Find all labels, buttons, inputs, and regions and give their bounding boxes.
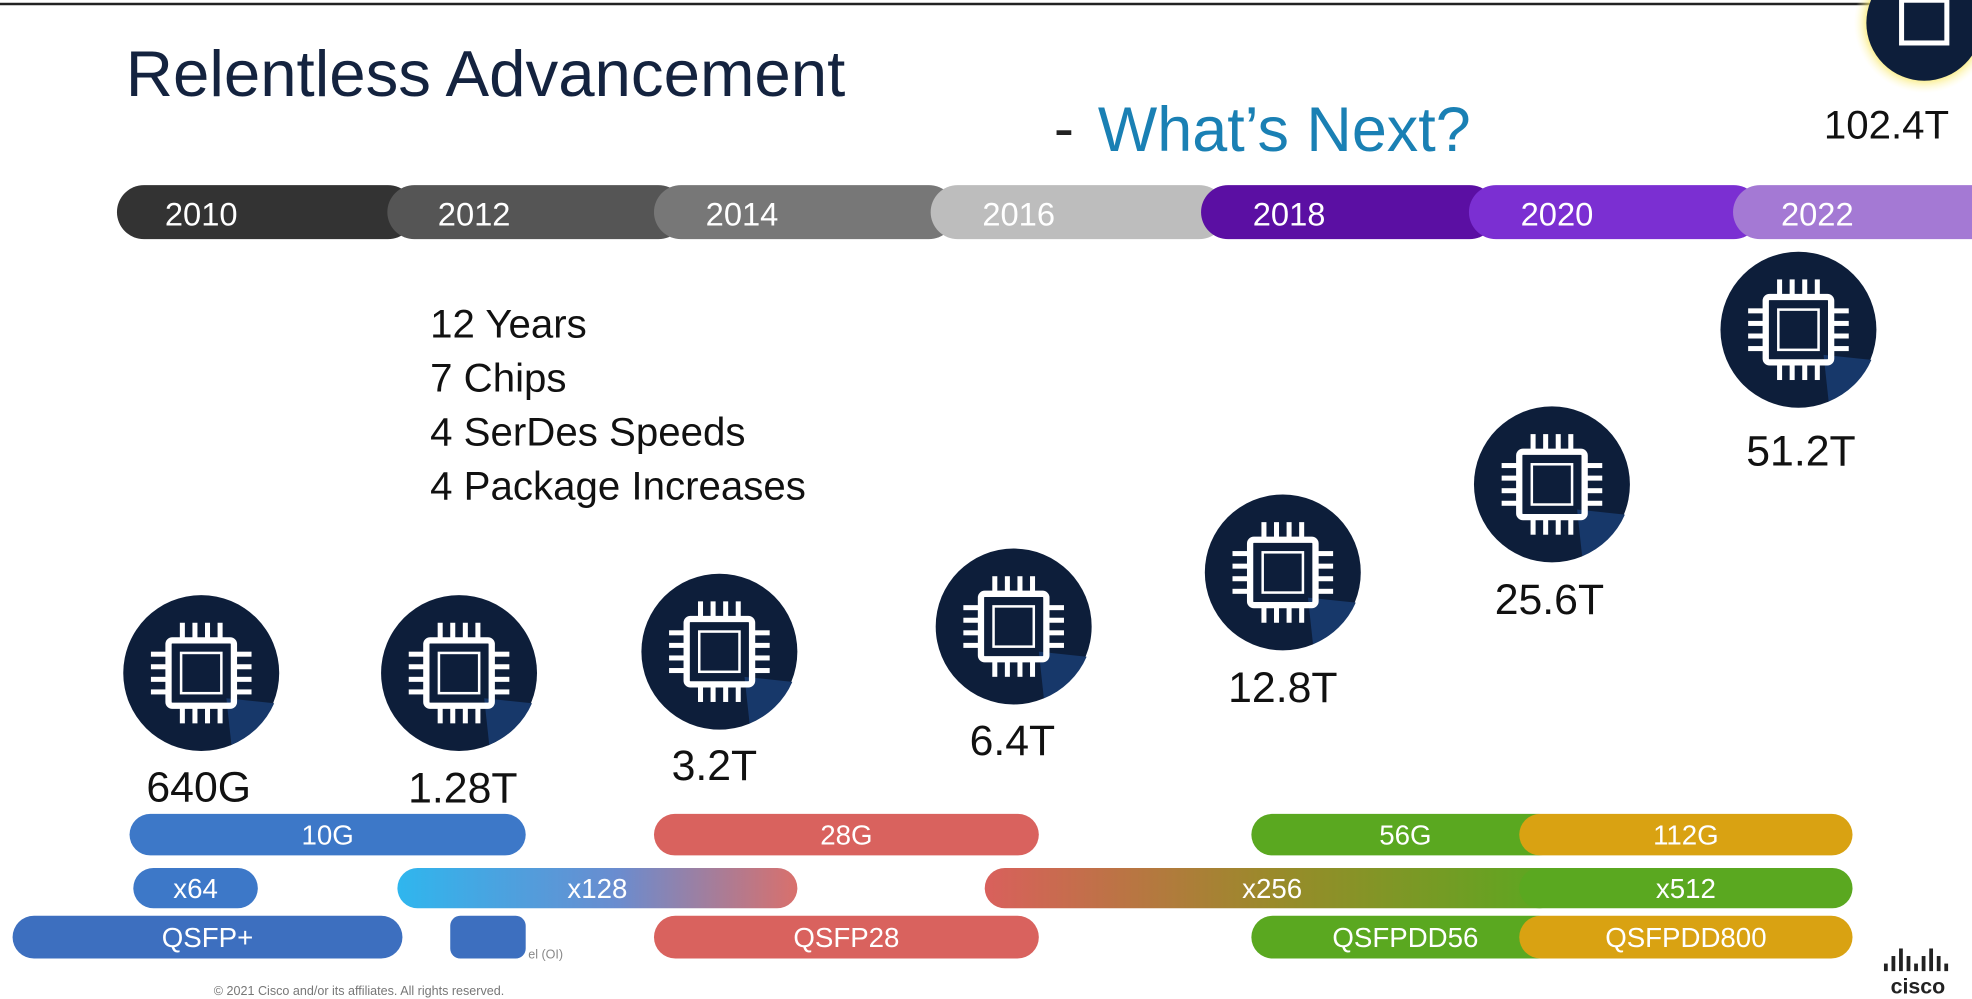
logo-bar	[1883, 963, 1888, 972]
chip-icon	[935, 548, 1092, 705]
chip-core	[1246, 536, 1319, 609]
chip-shadow	[744, 676, 793, 724]
bar-serdes	[129, 813, 526, 856]
chip-label: 1.28T	[408, 765, 517, 813]
bar-label: x512	[1656, 873, 1716, 904]
chip-shadow	[484, 698, 532, 745]
timeline-segment	[930, 185, 1227, 240]
chip-core	[1899, 0, 1950, 46]
obscured-note: el (OI)	[528, 948, 563, 962]
chip-inner	[179, 651, 223, 695]
bar-packages	[397, 867, 798, 909]
logo-bar	[1921, 956, 1926, 972]
logo-bar	[1906, 956, 1911, 972]
bar-serdes	[1251, 813, 1560, 856]
chip-shadow	[1577, 509, 1625, 557]
chip-icon	[381, 595, 538, 752]
bar-serdes	[653, 813, 1039, 856]
bar-optics	[1519, 915, 1853, 959]
chip-core	[683, 615, 756, 688]
timeline-year: 2016	[982, 195, 1055, 232]
bar-optics	[1251, 915, 1560, 959]
chip-shadow	[1307, 597, 1356, 645]
bar-label: x256	[1242, 873, 1302, 904]
chip-inner	[992, 605, 1036, 648]
chip-core	[1516, 448, 1588, 521]
bar-label: 56G	[1379, 820, 1431, 851]
subtitle: What’s Next?	[1098, 95, 1471, 165]
chip-shadow	[1823, 354, 1872, 402]
stat-line: 7 Chips	[430, 355, 566, 400]
timeline-segment	[387, 185, 686, 240]
bar-label: 28G	[820, 820, 872, 851]
chip-core	[977, 590, 1050, 663]
chip-label: 6.4T	[970, 717, 1056, 765]
timeline-year: 2018	[1253, 195, 1326, 232]
timeline-segment	[1201, 185, 1497, 240]
chip-label: 102.4T	[1824, 103, 1949, 148]
bar-packages	[133, 867, 258, 909]
chip-label: 51.2T	[1746, 428, 1855, 476]
stat-line: 12 Years	[430, 301, 587, 346]
logo-bar	[1914, 963, 1918, 972]
chip-label: 640G	[146, 763, 251, 811]
timeline-year: 2014	[706, 195, 779, 232]
timeline-year: 2022	[1781, 195, 1854, 232]
chip-inner	[697, 630, 741, 674]
timeline-segment	[1468, 185, 1761, 240]
bar-label: x64	[173, 873, 218, 904]
bar-label: QSFPDD56	[1332, 922, 1478, 953]
bar-label: QSFP28	[793, 922, 899, 953]
timeline-segment	[116, 185, 416, 240]
timeline-year: 2010	[165, 195, 238, 232]
slide-title: Relentless Advancement	[126, 37, 846, 110]
bar-label: 10G	[301, 820, 353, 851]
chip-core	[423, 637, 495, 709]
bar-serdes	[1519, 813, 1853, 856]
chip-inner	[437, 651, 481, 695]
logo-bar	[1891, 956, 1896, 972]
timeline-year: 2012	[438, 195, 511, 232]
bar-optics	[12, 915, 403, 959]
bar-packages	[1519, 867, 1853, 909]
bar-fragment	[450, 915, 526, 959]
bar-label: x128	[567, 873, 627, 904]
stat-line: 4 Package Increases	[430, 464, 806, 509]
chip-inner	[1777, 308, 1820, 352]
chip-core	[165, 637, 238, 709]
chip-icon	[1204, 494, 1361, 651]
chip-shadow	[1038, 651, 1087, 699]
chip-label: 3.2T	[672, 742, 758, 790]
timeline-year: 2020	[1521, 195, 1594, 232]
logo-bar	[1929, 948, 1934, 972]
timeline-segment	[653, 185, 956, 240]
chip-label: 25.6T	[1495, 576, 1604, 624]
bar-label: QSFPDD800	[1605, 922, 1766, 953]
chip-inner	[1261, 551, 1305, 594]
footer: © 2021 Cisco and/or its affiliates. All …	[214, 984, 504, 998]
logo-bar	[1936, 956, 1941, 972]
bar-label: QSFP+	[162, 922, 253, 953]
chip-shadow	[226, 698, 275, 745]
logo: cisco	[1891, 975, 1946, 999]
stat-line: 4 SerDes Speeds	[430, 409, 745, 454]
chip-core	[1762, 293, 1835, 366]
chip-icon	[1720, 251, 1877, 408]
chip-icon	[123, 595, 280, 752]
subtitle-dash: -	[1054, 94, 1074, 162]
logo-bar	[1944, 963, 1949, 972]
bar-label: 112G	[1653, 820, 1719, 851]
bar-optics	[653, 915, 1039, 959]
chip-inner	[1530, 463, 1574, 506]
logo-bar	[1899, 948, 1903, 972]
chip-label: 12.8T	[1228, 664, 1337, 712]
chip-icon	[1473, 406, 1630, 563]
timeline-segment	[1733, 185, 1972, 240]
logo-bars	[1883, 948, 1949, 972]
chip-icon	[641, 573, 798, 730]
bar-packages	[984, 867, 1560, 909]
